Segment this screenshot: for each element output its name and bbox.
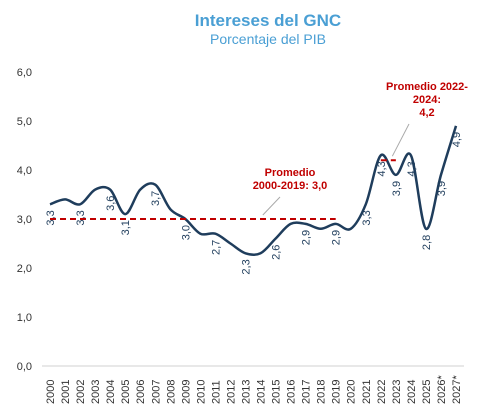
x-tick-label: 2015 (271, 380, 283, 404)
annotation-text: 2024: (413, 94, 441, 106)
annotation-leader (391, 123, 410, 157)
x-tick-label: 2006 (135, 380, 147, 404)
data-label: 3,9 (391, 181, 403, 196)
data-line (49, 125, 458, 257)
data-label: 3,3 (75, 210, 87, 225)
x-tick-label: 2016 (286, 380, 298, 404)
data-label: 2,6 (271, 245, 283, 260)
annotation-text: 2000-2019: 3,0 (253, 180, 328, 192)
data-label: 3,3 (45, 210, 57, 225)
data-label: 2,9 (301, 230, 313, 245)
data-label: 2,7 (210, 240, 222, 255)
x-tick-label: 2011 (210, 380, 222, 404)
x-tick-label: 2005 (120, 380, 132, 404)
x-tick-label: 2020 (346, 380, 358, 404)
annotation-text: Promedio 2022- (386, 81, 468, 93)
data-label: 2,3 (240, 259, 252, 274)
y-tick-label: 2,0 (17, 263, 32, 275)
y-tick-label: 0,0 (17, 361, 32, 373)
x-tick-label: 2000 (45, 380, 57, 404)
annotation-leader (262, 196, 281, 216)
x-tick-label: 2024 (406, 380, 418, 404)
x-tick-label: 2022 (376, 380, 388, 404)
x-tick-label: 2002 (75, 380, 87, 404)
x-tick-label: 2008 (165, 380, 177, 404)
x-tick-label: 2026* (436, 375, 448, 404)
data-label: 2,8 (421, 235, 433, 250)
x-tick-label: 2027* (451, 375, 463, 404)
x-tick-label: 2012 (225, 380, 237, 404)
chart-title: Intereses del GNC (195, 11, 341, 30)
x-tick-label: 2007 (150, 380, 162, 404)
data-label: 3,6 (105, 196, 117, 211)
x-tick-label: 2019 (331, 380, 343, 404)
chart-subtitle: Porcentaje del PIB (210, 31, 326, 47)
data-label: 3,1 (120, 220, 132, 235)
y-tick-label: 1,0 (17, 312, 32, 324)
x-tick-label: 2023 (391, 380, 403, 404)
y-tick-label: 4,0 (17, 165, 32, 177)
data-label: 2,9 (331, 230, 343, 245)
x-tick-label: 2010 (195, 380, 207, 404)
y-tick-label: 3,0 (17, 214, 32, 226)
annotation-text: 4,2 (419, 107, 434, 119)
x-tick-label: 2009 (180, 380, 192, 404)
y-tick-label: 5,0 (17, 116, 32, 128)
x-tick-label: 2017 (301, 380, 313, 404)
x-tick-label: 2003 (90, 380, 102, 404)
annotation-text: Promedio (265, 167, 316, 179)
y-tick-label: 6,0 (17, 67, 32, 79)
data-label: 3,3 (361, 210, 373, 225)
data-label: 4,3 (376, 161, 388, 176)
data-label: 3,0 (180, 225, 192, 240)
x-tick-label: 2018 (316, 380, 328, 404)
x-tick-label: 2014 (256, 380, 268, 404)
data-label: 3,7 (150, 191, 162, 206)
x-tick-label: 2025 (421, 380, 433, 404)
data-label: 4,3 (406, 161, 418, 176)
data-label: 3,9 (436, 181, 448, 196)
x-tick-label: 2001 (60, 380, 72, 404)
x-tick-label: 2021 (361, 380, 373, 404)
data-label: 4,9 (451, 132, 463, 147)
x-tick-label: 2013 (240, 380, 252, 404)
x-tick-label: 2004 (105, 380, 117, 404)
